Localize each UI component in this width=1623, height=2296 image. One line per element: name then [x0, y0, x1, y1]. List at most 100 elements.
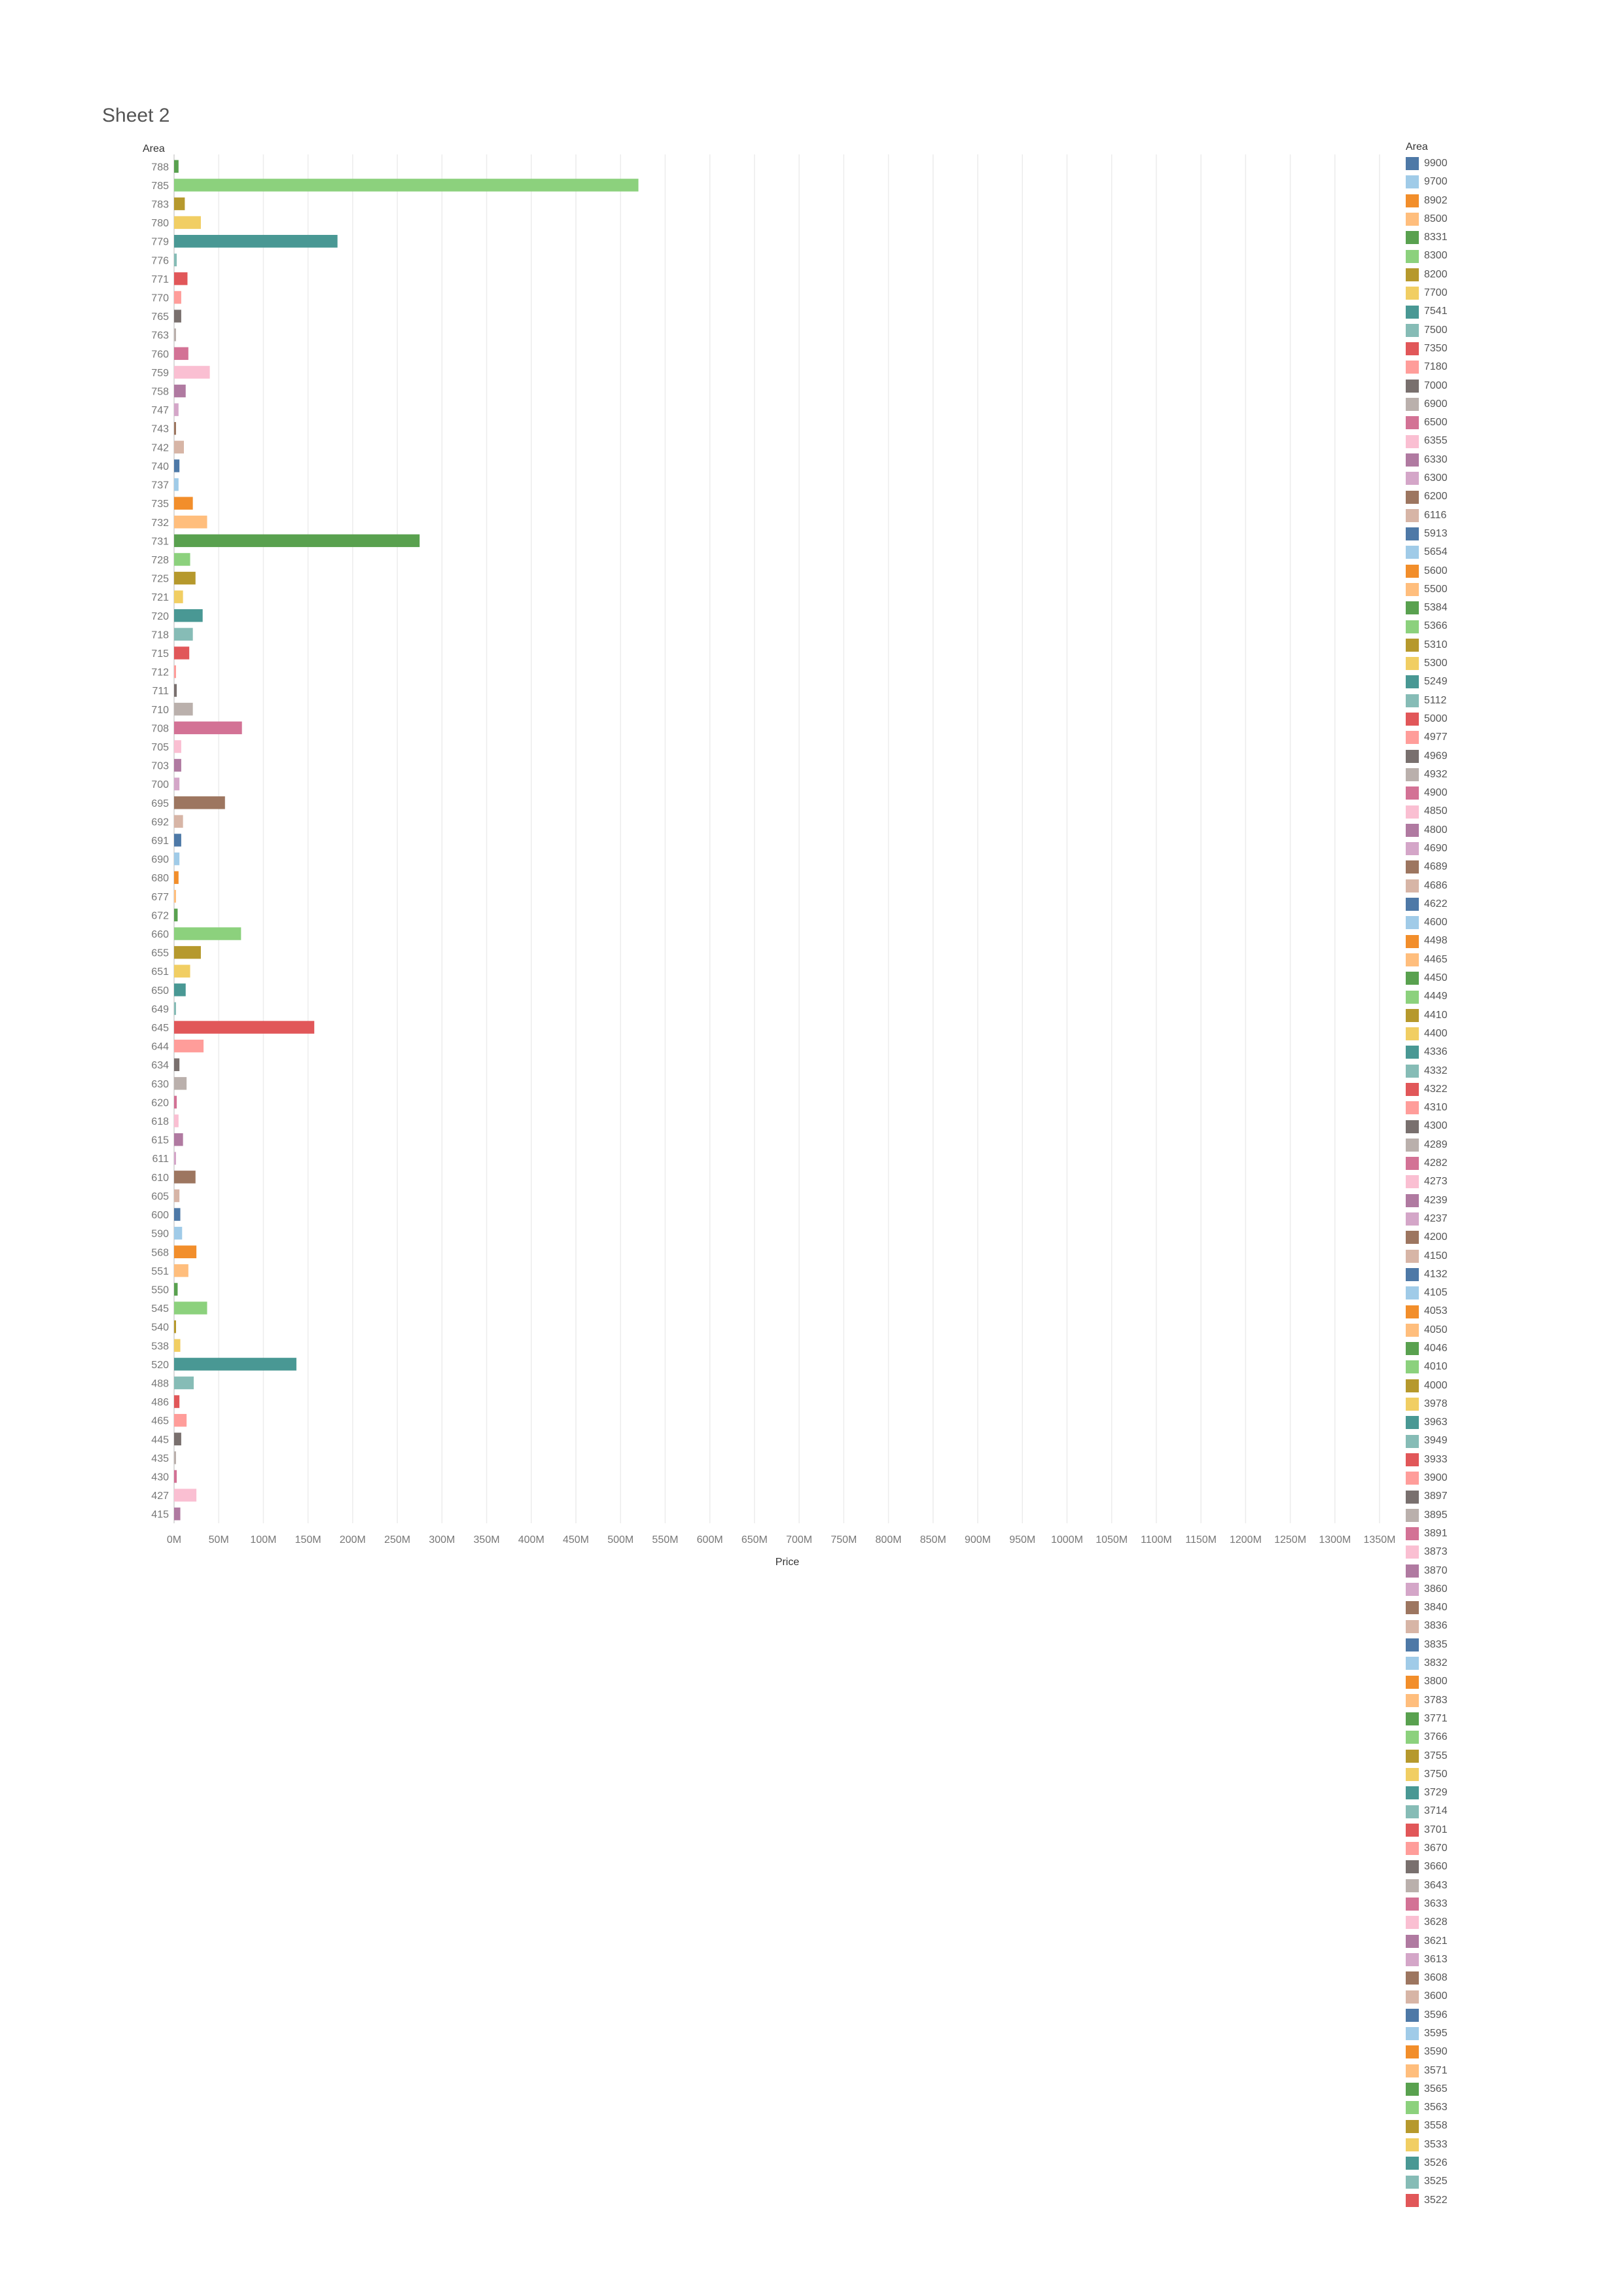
bar[interactable] [174, 179, 639, 192]
bar[interactable] [174, 459, 180, 472]
legend-item[interactable]: 3900 [1406, 1469, 1602, 1487]
legend-item[interactable]: 8331 [1406, 228, 1602, 247]
legend-item[interactable]: 4449 [1406, 987, 1602, 1006]
bar[interactable] [174, 1376, 194, 1390]
legend-item[interactable]: 3533 [1406, 2136, 1602, 2154]
bar[interactable] [174, 1489, 197, 1502]
legend-item[interactable]: 3771 [1406, 1710, 1602, 1728]
legend-item[interactable]: 3613 [1406, 1951, 1602, 1969]
bar[interactable] [174, 1058, 180, 1071]
legend-item[interactable]: 3670 [1406, 1839, 1602, 1858]
bar[interactable] [174, 1395, 180, 1408]
legend-item[interactable]: 4239 [1406, 1192, 1602, 1210]
legend-item[interactable]: 3595 [1406, 2024, 1602, 2043]
bar[interactable] [174, 422, 176, 435]
legend-item[interactable]: 6500 [1406, 414, 1602, 432]
bar[interactable] [174, 1208, 181, 1221]
bar[interactable] [174, 852, 180, 866]
legend-item[interactable]: 4932 [1406, 766, 1602, 784]
legend-item[interactable]: 4000 [1406, 1377, 1602, 1395]
bar[interactable] [174, 1114, 179, 1127]
legend-item[interactable]: 8300 [1406, 247, 1602, 265]
bar[interactable] [174, 1133, 183, 1146]
legend-item[interactable]: 7500 [1406, 321, 1602, 340]
bar[interactable] [174, 160, 179, 173]
legend-item[interactable]: 4046 [1406, 1339, 1602, 1358]
bar[interactable] [174, 197, 185, 211]
bar[interactable] [174, 1507, 181, 1521]
legend-item[interactable]: 5112 [1406, 692, 1602, 710]
bar[interactable] [174, 983, 186, 997]
legend-item[interactable]: 4289 [1406, 1136, 1602, 1154]
bar[interactable] [174, 1002, 176, 1016]
legend-item[interactable]: 3860 [1406, 1580, 1602, 1598]
legend-item[interactable]: 3933 [1406, 1451, 1602, 1469]
legend-item[interactable]: 3963 [1406, 1413, 1602, 1432]
bar[interactable] [174, 328, 176, 342]
legend-item[interactable]: 8200 [1406, 266, 1602, 284]
bar[interactable] [174, 497, 193, 510]
bar[interactable] [174, 534, 420, 548]
legend-item[interactable]: 4850 [1406, 802, 1602, 821]
legend-item[interactable]: 3621 [1406, 1932, 1602, 1951]
legend-item[interactable]: 3840 [1406, 1598, 1602, 1617]
legend-item[interactable]: 3596 [1406, 2006, 1602, 2024]
bar[interactable] [174, 1470, 177, 1483]
bar[interactable] [174, 347, 188, 361]
legend-item[interactable]: 9900 [1406, 154, 1602, 173]
bar[interactable] [174, 253, 177, 267]
legend-item[interactable]: 3600 [1406, 1987, 1602, 2005]
bar[interactable] [174, 1189, 180, 1203]
bar[interactable] [174, 1171, 196, 1184]
legend-item[interactable]: 5366 [1406, 617, 1602, 635]
bar[interactable] [174, 796, 225, 809]
legend-item[interactable]: 7700 [1406, 284, 1602, 302]
bar[interactable] [174, 384, 186, 398]
legend-item[interactable]: 3571 [1406, 2062, 1602, 2080]
legend-item[interactable]: 7000 [1406, 377, 1602, 395]
legend-item[interactable]: 4010 [1406, 1358, 1602, 1376]
legend-item[interactable]: 4150 [1406, 1247, 1602, 1265]
bar[interactable] [174, 1152, 176, 1165]
legend-item[interactable]: 3873 [1406, 1543, 1602, 1561]
bar[interactable] [174, 740, 181, 753]
bar[interactable] [174, 1320, 176, 1333]
bar[interactable] [174, 703, 193, 716]
legend-item[interactable]: 3800 [1406, 1672, 1602, 1691]
bar[interactable] [174, 908, 178, 922]
legend-item[interactable]: 3750 [1406, 1765, 1602, 1784]
legend-item[interactable]: 3565 [1406, 2080, 1602, 2098]
legend-item[interactable]: 8902 [1406, 192, 1602, 210]
legend-item[interactable]: 3783 [1406, 1691, 1602, 1710]
legend-item[interactable]: 3895 [1406, 1506, 1602, 1525]
legend-item[interactable]: 3558 [1406, 2117, 1602, 2135]
legend-item[interactable]: 4237 [1406, 1210, 1602, 1228]
bar[interactable] [174, 871, 179, 884]
bar[interactable] [174, 1226, 183, 1240]
bar[interactable] [174, 366, 210, 379]
legend-item[interactable]: 5249 [1406, 673, 1602, 691]
legend-item[interactable]: 4977 [1406, 728, 1602, 747]
bar[interactable] [174, 272, 188, 285]
bar[interactable] [174, 1039, 204, 1053]
bar[interactable] [174, 516, 207, 529]
legend-item[interactable]: 4686 [1406, 877, 1602, 895]
bar[interactable] [174, 440, 185, 454]
bar[interactable] [174, 1245, 197, 1258]
bar[interactable] [174, 1301, 207, 1315]
legend-item[interactable]: 9700 [1406, 173, 1602, 191]
legend-item[interactable]: 6300 [1406, 469, 1602, 487]
legend-item[interactable]: 4690 [1406, 839, 1602, 858]
bar[interactable] [174, 927, 241, 940]
legend-item[interactable]: 3835 [1406, 1636, 1602, 1654]
bar[interactable] [174, 571, 196, 585]
bar[interactable] [174, 721, 242, 735]
legend-item[interactable]: 4689 [1406, 858, 1602, 876]
legend-item[interactable]: 6200 [1406, 487, 1602, 506]
legend-item[interactable]: 3978 [1406, 1395, 1602, 1413]
legend-item[interactable]: 5600 [1406, 562, 1602, 580]
legend-item[interactable]: 4900 [1406, 784, 1602, 802]
legend-item[interactable]: 4600 [1406, 913, 1602, 932]
legend-item[interactable]: 3714 [1406, 1802, 1602, 1820]
legend-item[interactable]: 3633 [1406, 1895, 1602, 1913]
